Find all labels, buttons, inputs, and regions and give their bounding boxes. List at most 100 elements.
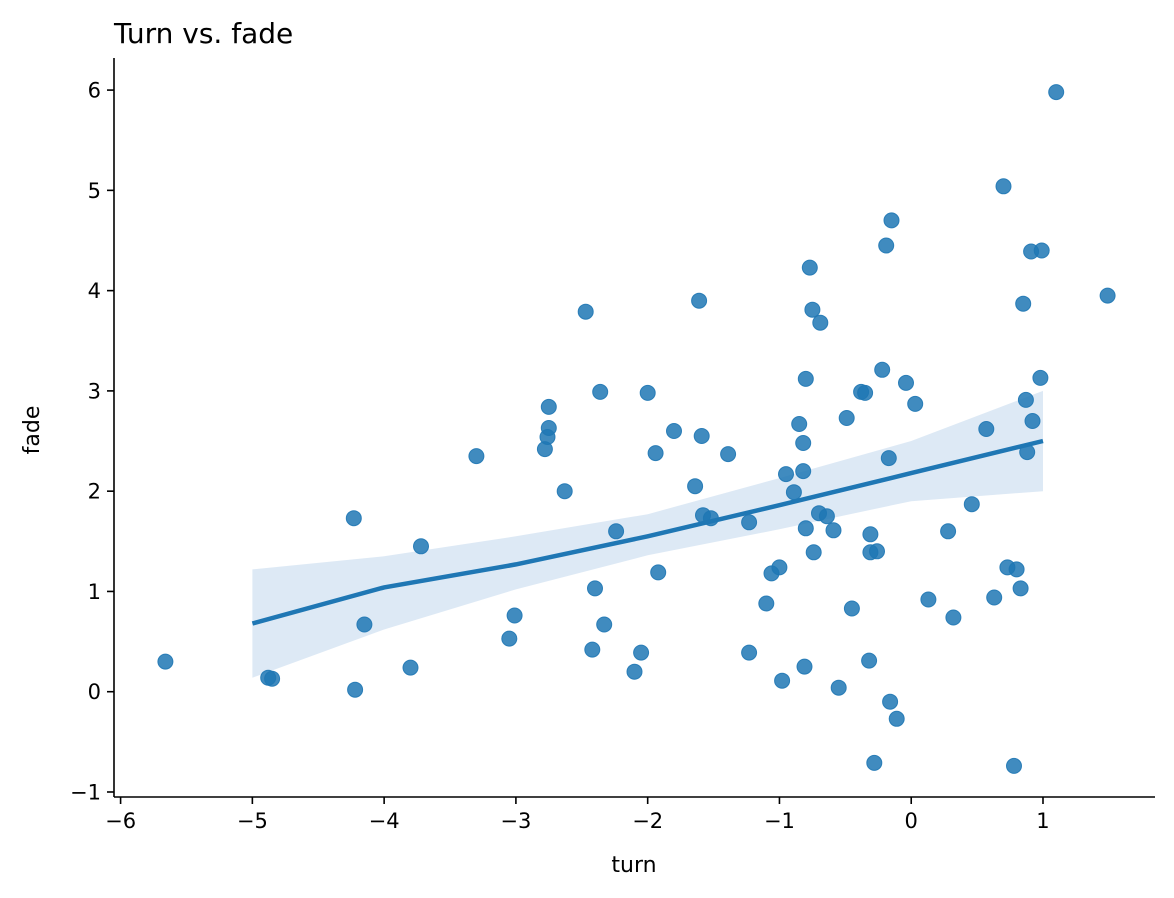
chart-title: Turn vs. fade (113, 17, 293, 50)
data-point (986, 589, 1003, 606)
x-tick-label: −5 (237, 809, 268, 833)
data-point (796, 658, 813, 675)
data-point (771, 559, 788, 576)
points-layer (157, 84, 1116, 774)
y-tick-label: 0 (88, 680, 101, 704)
data-point (907, 395, 924, 412)
data-point (866, 754, 883, 771)
data-point (556, 483, 573, 500)
data-point (577, 303, 594, 320)
data-point (795, 435, 812, 451)
data-point (882, 693, 899, 710)
data-point (666, 423, 682, 439)
data-point (1024, 413, 1041, 429)
data-point (540, 420, 557, 436)
data-point (1012, 580, 1029, 597)
data-point (778, 466, 794, 483)
data-point (639, 384, 656, 401)
data-point (1006, 757, 1022, 774)
y-tick-label: 5 (88, 179, 101, 203)
data-point (791, 416, 808, 432)
data-point (402, 659, 419, 676)
data-point (869, 543, 885, 560)
x-tick-label: −4 (369, 809, 400, 833)
data-point (1033, 242, 1050, 259)
data-point (898, 374, 914, 391)
data-point (1008, 561, 1025, 578)
x-ticks: −6 −5 −4 −3 −2 −1 0 1 (105, 797, 1050, 833)
regression-line-layer (251, 438, 1044, 626)
data-point (741, 514, 758, 531)
data-point (805, 544, 822, 561)
data-point (540, 398, 557, 415)
data-point (795, 463, 812, 480)
data-point (862, 526, 879, 543)
data-point (608, 523, 625, 540)
data-point (468, 448, 485, 465)
data-point (838, 410, 855, 426)
data-point (878, 237, 895, 254)
data-point (801, 259, 818, 276)
data-point (874, 361, 891, 378)
x-tick-label: −6 (105, 809, 136, 833)
data-point (687, 478, 704, 495)
data-point (1099, 287, 1116, 304)
data-point (501, 630, 518, 647)
data-point (883, 212, 900, 229)
data-point (797, 370, 814, 387)
data-point (584, 641, 601, 658)
data-point (647, 445, 664, 462)
data-point (945, 609, 962, 626)
y-tick-label: 4 (88, 279, 101, 303)
x-tick-label: 0 (905, 809, 918, 833)
data-point (857, 384, 874, 401)
data-point (506, 607, 523, 624)
data-point (825, 522, 842, 539)
x-tick-label: −3 (500, 809, 531, 833)
y-tick-label: 6 (88, 79, 101, 103)
data-point (587, 580, 603, 597)
data-point (797, 520, 814, 537)
data-point (650, 564, 667, 581)
data-point (861, 652, 878, 669)
x-tick-label: −1 (764, 809, 795, 833)
data-point (345, 510, 362, 527)
data-point (830, 679, 847, 696)
data-point (758, 595, 775, 612)
regression-line (251, 438, 1044, 626)
data-point (1017, 391, 1034, 408)
data-point (843, 600, 860, 617)
x-axis-label: turn (611, 853, 656, 878)
data-point (940, 523, 957, 540)
data-point (741, 644, 758, 661)
data-point (1015, 295, 1032, 312)
y-axis-label: fade (20, 406, 45, 455)
y-tick-label: 2 (88, 480, 101, 504)
data-point (356, 616, 373, 633)
data-point (592, 383, 609, 400)
data-point (978, 421, 995, 437)
data-point (920, 591, 937, 608)
data-point (804, 301, 821, 318)
data-point (880, 450, 897, 467)
y-ticks: −1 0 1 2 3 4 5 6 (70, 79, 114, 804)
y-tick-label: 3 (88, 379, 101, 403)
y-tick-label: 1 (88, 580, 101, 604)
x-tick-label: 1 (1036, 809, 1049, 833)
data-point (1032, 369, 1049, 386)
data-point (596, 616, 613, 633)
data-point (347, 681, 364, 698)
data-point (812, 314, 829, 331)
x-tick-label: −2 (632, 809, 663, 833)
data-point (888, 710, 905, 727)
data-point (691, 292, 708, 309)
y-tick-label: −1 (70, 780, 101, 804)
data-point (818, 508, 835, 525)
data-point (633, 644, 650, 661)
data-point (774, 672, 791, 689)
data-point (995, 178, 1012, 195)
data-point (264, 670, 281, 687)
data-point (693, 428, 710, 444)
data-point (1048, 84, 1065, 101)
